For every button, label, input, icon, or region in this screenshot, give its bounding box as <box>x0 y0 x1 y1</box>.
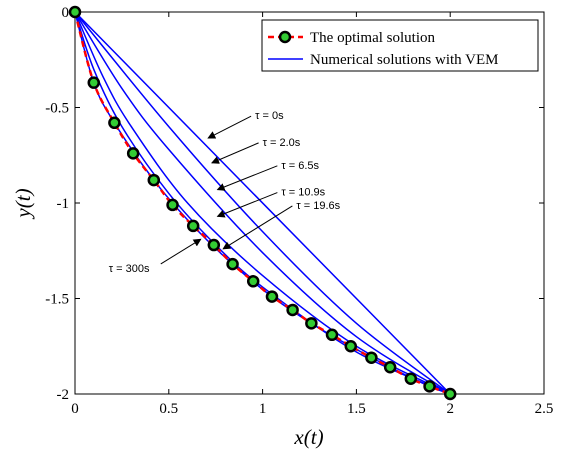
annotation-arrow-4 <box>222 205 293 250</box>
annotation-label-5: τ = 300s <box>109 263 150 275</box>
optimal-point <box>108 116 121 130</box>
y-axis-label: y(t) <box>11 188 35 219</box>
optimal-point <box>147 173 161 187</box>
x-tick-label: 0.5 <box>159 401 178 417</box>
optimal-point <box>226 257 239 271</box>
optimal-point <box>365 351 378 364</box>
optimal-point <box>344 340 358 353</box>
x-tick-label: 0 <box>71 401 79 417</box>
x-tick-label: 2 <box>446 401 454 417</box>
optimal-point <box>265 290 279 303</box>
annotation-label-3: τ = 10.9s <box>281 187 325 199</box>
legend: The optimal solution Numerical solutions… <box>261 19 539 72</box>
x-tick-label: 1.5 <box>347 401 366 417</box>
plot-area <box>74 11 545 395</box>
annotations: τ = 0s τ = 2.0s τ = 6.5s τ = 10.9sτ = 19.6s… <box>109 110 341 275</box>
legend-box <box>261 19 539 72</box>
optimal-point <box>423 380 436 393</box>
annotation-arrow-2 <box>216 165 278 191</box>
vem-curve-1 <box>74 11 451 395</box>
x-axis-label: x(t) <box>293 425 323 449</box>
legend-optimal-marker <box>278 30 292 44</box>
annotation-arrow-5 <box>160 238 202 265</box>
annotation-label-2: τ = 6.5s <box>281 160 319 172</box>
annotation-arrow-0 <box>207 115 252 139</box>
annotation-label-0: τ = 0s <box>255 110 284 122</box>
vem-curve-2 <box>74 11 451 395</box>
optimal-point <box>207 238 221 252</box>
y-tick-label: -0.5 <box>45 101 69 117</box>
annotation-label-4: τ = 19.6s <box>296 200 340 212</box>
optimal-point <box>126 147 140 160</box>
optimal-point <box>246 275 260 288</box>
y-tick-label: -1.5 <box>45 292 69 308</box>
legend-vem-label: Numerical solutions with VEM <box>310 52 498 68</box>
optimal-point <box>383 361 397 374</box>
vem-curve-0 <box>74 11 451 395</box>
optimal-point <box>166 198 179 212</box>
annotation-label-1: τ = 2.0s <box>263 137 301 149</box>
optimal-point <box>87 76 101 89</box>
annotation-arrow-1 <box>211 142 259 164</box>
x-tick-label: 2.5 <box>535 401 554 417</box>
y-tick-label: 0 <box>62 5 70 21</box>
y-tick-label: -2 <box>57 387 70 403</box>
optimal-point <box>68 5 82 19</box>
optimal-point <box>305 317 318 330</box>
vem-curve-4 <box>74 11 451 395</box>
optimal-point <box>325 328 339 342</box>
optimal-point <box>443 387 457 401</box>
optimal-point <box>404 372 418 385</box>
optimal-point <box>186 219 200 233</box>
optimal-solution-series <box>68 5 457 401</box>
optimal-point <box>286 303 299 317</box>
annotation-arrow-3 <box>216 192 278 218</box>
legend-optimal-label: The optimal solution <box>310 30 435 46</box>
y-tick-label: -1 <box>57 196 70 212</box>
x-tick-label: 1 <box>259 401 267 417</box>
